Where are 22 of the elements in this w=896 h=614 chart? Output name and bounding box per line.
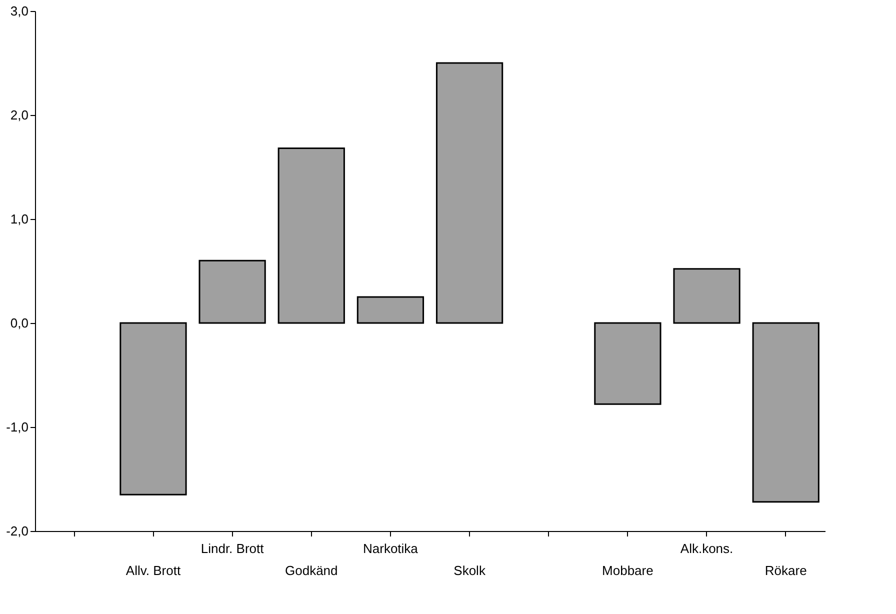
x-tick-label: Skolk — [454, 563, 486, 578]
bar — [278, 148, 345, 324]
bar — [752, 322, 820, 503]
y-tick-label: 0,0 — [10, 316, 28, 330]
x-tick-label: Alk.kons. — [680, 541, 734, 556]
bar — [436, 62, 504, 324]
x-tick-label: Lindr. Brott — [200, 541, 264, 556]
y-tick-label: -2,0 — [6, 524, 28, 538]
y-tick-label: 2,0 — [10, 108, 28, 122]
x-tick-label: Godkänd — [285, 563, 338, 578]
bar — [198, 260, 266, 324]
y-tick-label: 1,0 — [10, 212, 28, 226]
x-tick-label: Allv. Brott — [126, 563, 181, 578]
y-tick-label: 3,0 — [10, 4, 28, 18]
bar — [356, 296, 424, 324]
x-tick-label: Narkotika — [363, 541, 419, 556]
bar — [594, 322, 662, 405]
y-tick-label: -1,0 — [6, 420, 28, 434]
bar — [673, 268, 740, 324]
x-tick-label: Mobbare — [602, 563, 654, 578]
bar — [120, 322, 187, 496]
x-tick-label: Rökare — [764, 563, 807, 578]
